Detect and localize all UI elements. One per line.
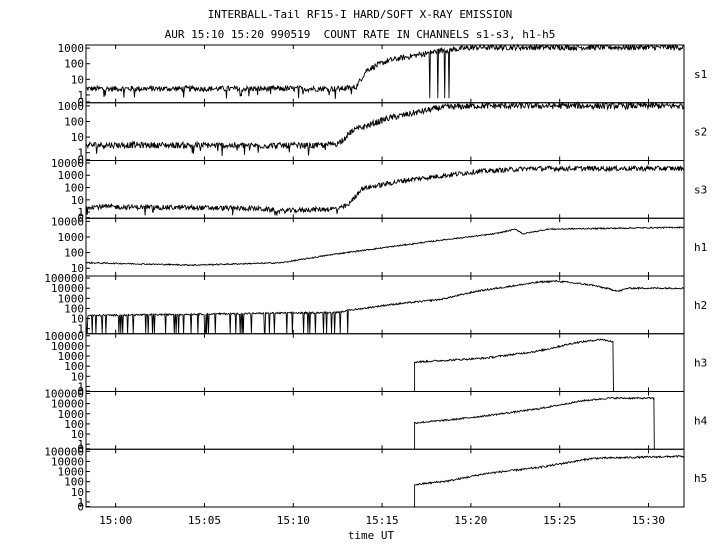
- y-tick-label-h2: 1000: [58, 292, 85, 305]
- y-tick-label-s3: 1000: [58, 169, 85, 182]
- y-tick-label-s3: 100: [64, 182, 84, 195]
- x-tick-label: 15:20: [454, 514, 487, 527]
- y-tick-label-s3: 0: [77, 212, 84, 225]
- panel-frame-s2: [85, 102, 685, 161]
- y-tick-label-h2: 100: [64, 302, 84, 315]
- series-line-h5: [414, 454, 685, 507]
- y-tick-label-s1: 100: [64, 58, 84, 71]
- panel-frame-s1: [85, 44, 685, 104]
- panel-frame-h3: [85, 333, 685, 392]
- y-tick-label-h1: 100: [64, 247, 84, 260]
- y-tick-label-h4: 10000: [51, 398, 84, 411]
- series-line-h4: [414, 396, 655, 450]
- series-line-h1: [85, 226, 685, 267]
- y-tick-label-h5: 1000: [58, 466, 85, 479]
- channel-label-s1: s1: [694, 68, 707, 81]
- y-tick-label-s2: 0: [77, 154, 84, 167]
- y-tick-label-h3: 1: [77, 380, 84, 393]
- y-tick-label-h4: 100: [64, 418, 84, 431]
- y-tick-label-s1: 1: [77, 89, 84, 102]
- y-tick-label-h4: 1000: [58, 408, 85, 421]
- y-tick-label-s3: 10000: [51, 157, 84, 170]
- y-tick-label-h2: 10: [71, 313, 84, 326]
- channel-label-h3: h3: [694, 357, 707, 370]
- y-tick-label-h2: 1: [77, 323, 84, 336]
- y-tick-label-s1: 10: [71, 73, 84, 86]
- y-tick-label-s2: 10: [71, 131, 84, 144]
- chart-subtitle: AUR 15:10 15:20 990519 COUNT RATE IN CHA…: [164, 28, 556, 41]
- x-tick-label: 15:10: [277, 514, 310, 527]
- x-axis-label: time UT: [348, 529, 395, 542]
- y-tick-label-h2: 100000: [44, 272, 84, 285]
- x-tick-label: 15:30: [632, 514, 665, 527]
- y-tick-label-h4: 10: [71, 428, 84, 441]
- y-tick-label-h3: 1000: [58, 350, 85, 363]
- y-tick-label-h5: 1: [77, 496, 84, 509]
- y-tick-label-h4: 1: [77, 438, 84, 451]
- y-tick-label-s2: 1: [77, 147, 84, 160]
- x-tick-label: 15:05: [188, 514, 221, 527]
- x-tick-label: 15:15: [366, 514, 399, 527]
- series-line-h3: [414, 338, 614, 392]
- y-tick-label-s2: 1000: [58, 100, 85, 113]
- y-tick-label-h3: 100: [64, 360, 84, 373]
- y-tick-label-h2: 10000: [51, 282, 84, 295]
- series-line-s3: [85, 164, 685, 216]
- y-tick-label-s3: 10: [71, 194, 84, 207]
- y-tick-label-s1: 0: [77, 96, 84, 109]
- y-tick-label-h1: 10: [71, 262, 84, 275]
- y-tick-label-h5: 0: [77, 500, 84, 513]
- y-tick-label-h3: 100000: [44, 330, 84, 343]
- y-tick-label-h1: 10000: [51, 215, 84, 228]
- y-tick-label-h3: 10000: [51, 340, 84, 353]
- channel-label-h1: h1: [694, 241, 707, 254]
- y-tick-label-h5: 100: [64, 476, 84, 489]
- y-tick-label-h4: 100000: [44, 388, 84, 401]
- series-line-s2: [85, 101, 685, 157]
- panel-frame-h4: [85, 391, 685, 450]
- y-tick-label-h3: 10: [71, 370, 84, 383]
- y-tick-label-h5: 10: [71, 486, 84, 499]
- channel-label-s2: s2: [694, 126, 707, 139]
- y-tick-label-h5: 100000: [44, 445, 84, 458]
- channel-label-h5: h5: [694, 472, 707, 485]
- y-tick-label-h1: 1000: [58, 231, 85, 244]
- y-tick-label-h5: 10000: [51, 455, 84, 468]
- channel-label-s3: s3: [694, 183, 707, 196]
- channel-label-h4: h4: [694, 414, 708, 427]
- chart-title: INTERBALL-Tail RF15-I HARD/SOFT X-RAY EM…: [207, 8, 513, 21]
- y-tick-label-h4: 0: [77, 443, 84, 456]
- y-tick-label-s2: 100: [64, 115, 84, 128]
- y-tick-label-h3: 0: [77, 385, 84, 398]
- x-tick-label: 15:00: [99, 514, 132, 527]
- x-tick-label: 15:25: [543, 514, 576, 527]
- panel-frame-h5: [85, 448, 685, 508]
- channel-label-h2: h2: [694, 299, 707, 312]
- y-tick-label-s1: 1000: [58, 42, 85, 55]
- series-line-h2: [85, 279, 685, 334]
- y-tick-label-s3: 1: [77, 206, 84, 219]
- series-line-s1: [85, 43, 684, 99]
